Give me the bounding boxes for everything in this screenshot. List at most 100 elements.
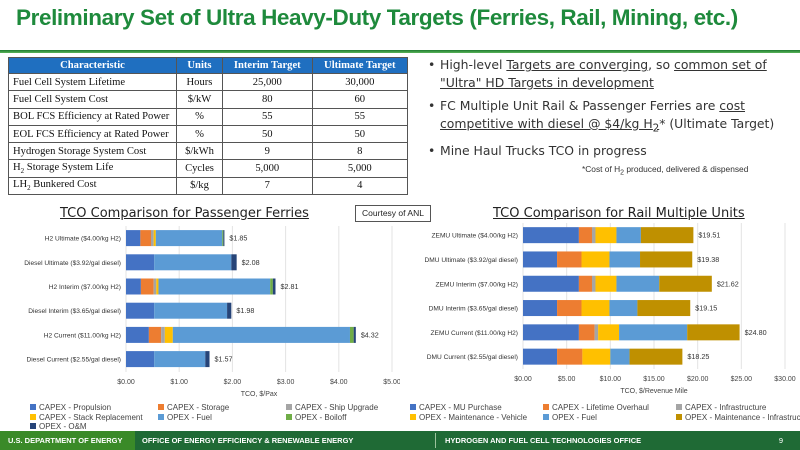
total-data-label: $18.25 — [687, 352, 709, 361]
category-label: DMU Current ($2.55/gal diesel) — [427, 354, 518, 361]
ferry-chart-title: TCO Comparison for Passenger Ferries — [60, 206, 309, 221]
bar-segment — [156, 278, 159, 295]
bar-segment — [227, 302, 232, 319]
bar-segment — [609, 300, 638, 317]
cell-units: % — [176, 107, 223, 126]
x-tick-label: $0.00 — [117, 379, 135, 386]
footer-separator — [435, 433, 436, 448]
legend-label: CAPEX - Lifetime Overhaul — [552, 403, 649, 412]
bar-segment — [640, 227, 694, 244]
subscript: 2 — [27, 184, 31, 193]
cell-characteristic: BOL FCS Efficiency at Rated Power — [8, 107, 177, 126]
bar-segment — [270, 278, 273, 295]
footer-eere-section: OFFICE OF ENERGY EFFICIENCY & RENEWABLE … — [135, 431, 800, 450]
ferry-chart-legend: CAPEX - Propulsion CAPEX - Storage CAPEX -… — [30, 403, 410, 431]
cell-units: Cycles — [176, 159, 223, 178]
legend-label: CAPEX - Infrastructure — [685, 403, 767, 412]
cell-ultimate-target: 4 — [311, 176, 409, 196]
cell-characteristic: LH2 Bunkered Cost — [8, 176, 177, 196]
legend-swatch-icon — [286, 413, 292, 420]
bar-segment — [154, 254, 232, 271]
bar-segment — [349, 326, 354, 343]
x-tick-label: $10.00 — [600, 376, 622, 383]
legend-item: CAPEX - Ship Upgrade — [286, 403, 378, 412]
x-tick-label: $3.00 — [277, 379, 295, 386]
header-units: Units — [176, 57, 223, 74]
cell-units: Hours — [176, 72, 223, 92]
cell-interim-target: 5,000 — [221, 159, 313, 178]
bullet-list: • High-level Targets are converging, so … — [428, 56, 800, 165]
cell-characteristic: H2 Storage System Life — [8, 159, 177, 178]
bar-segment — [222, 230, 224, 247]
characteristic-text: EOL FCS Efficiency at Rated Power — [13, 128, 169, 140]
bar-segment — [272, 278, 276, 295]
legend-label: CAPEX - Storage — [167, 403, 230, 412]
bullet-dot: • — [428, 98, 436, 113]
legend-label: CAPEX - Stack Replacement — [39, 412, 143, 422]
bar-segment — [523, 300, 558, 317]
cell-interim-target: 9 — [221, 142, 313, 161]
characteristic-text-rest: Storage System Life — [24, 162, 114, 174]
bar-segment — [637, 300, 691, 317]
bar-segment — [591, 227, 596, 244]
bar-segment — [659, 275, 712, 292]
characteristic-text: H — [13, 162, 21, 174]
header-interim-target: Interim Target — [221, 57, 313, 74]
bar-segment — [205, 351, 210, 368]
bar-segment — [353, 326, 356, 343]
legend-swatch-icon — [676, 413, 682, 420]
total-data-label: $1.98 — [236, 306, 254, 315]
total-data-label: $19.38 — [697, 255, 719, 264]
ferry-tco-chart: $0.00 $1.00 $2.00 $3.00 $4.00 $5.00 TCO, $/Pax… — [24, 226, 400, 398]
legend-item: CAPEX - Infrastructure — [676, 403, 766, 412]
bullet-text: Mine Haul Trucks TCO in progress — [440, 143, 647, 159]
bar-segment — [151, 230, 154, 247]
cell-ultimate-target: 8 — [311, 142, 409, 161]
legend-swatch-icon — [30, 413, 36, 420]
bar-segment — [578, 275, 592, 292]
bar-segment — [231, 254, 237, 271]
legend-item: CAPEX - Storage — [158, 403, 229, 412]
bar-segment — [155, 230, 223, 247]
bullet-underlined-text-main: cost competitive with diesel @ $4/kg H — [440, 98, 746, 131]
targets-table-body: Fuel Cell System Lifetime Hours 25,000 30,0… — [8, 72, 409, 196]
footnote: *Cost of H2 produced, delivered & dispen… — [582, 164, 748, 177]
bullet-dot: • — [428, 143, 436, 159]
bar-segment — [154, 351, 206, 368]
bar-segment — [616, 275, 660, 292]
category-label: ZEMU Ultimate ($4.00/kg H2) — [432, 233, 518, 240]
bullet-underlined-text: cost competitive with diesel @ $4/kg H2 — [440, 98, 746, 134]
bullet-cost-competitive: • FC Multiple Unit Rail & Passenger Ferr… — [428, 97, 800, 137]
bar-segment — [523, 348, 558, 365]
cell-units: $/kg — [176, 176, 223, 196]
legend-item: OPEX - Maintenance - Infrastructure — [676, 413, 800, 422]
cell-units: $/kW — [176, 90, 223, 109]
legend-item: CAPEX - Stack Replacement — [30, 413, 143, 422]
targets-table-row: LH2 Bunkered Cost $/kg 7 4 — [8, 176, 409, 196]
header-characteristic: Characteristic — [8, 57, 177, 74]
targets-table-row: Hydrogen Storage System Cost $/kWh 9 8 — [8, 142, 409, 161]
bar-segment — [523, 251, 558, 268]
rail-chart-legend: CAPEX - MU Purchase CAPEX - Lifetime Over… — [410, 403, 800, 431]
bar-segment — [126, 351, 155, 368]
footer-eere: OFFICE OF ENERGY EFFICIENCY & RENEWABLE … — [142, 436, 354, 445]
targets-table-row: BOL FCS Efficiency at Rated Power% 55 55 — [8, 107, 409, 126]
x-axis-label: TCO, $/Revenue Mile — [620, 388, 687, 395]
legend-item: CAPEX - Lifetime Overhaul — [543, 403, 649, 412]
bar-segment — [158, 278, 271, 295]
targets-table: Characteristic Units Interim Target Ulti… — [8, 57, 409, 196]
bar-segment — [595, 227, 617, 244]
category-label: H2 Interim ($7.00/kg H2) — [49, 284, 121, 291]
total-data-label: $1.85 — [229, 234, 247, 243]
category-label: Diesel Ultimate ($3.92/gal diesel) — [24, 260, 121, 267]
cell-ultimate-target: 60 — [311, 90, 409, 109]
cell-interim-target: 50 — [221, 124, 313, 144]
total-data-label: $19.51 — [698, 231, 720, 240]
x-tick-label: $30.00 — [774, 376, 796, 383]
bar-segment — [687, 324, 740, 341]
legend-swatch-icon — [158, 404, 164, 410]
bar-segment — [126, 230, 141, 247]
bullet-text: FC Multiple Unit Rail & Passenger Ferrie… — [440, 98, 720, 113]
rail-chart-title: TCO Comparison for Rail Multiple Units — [493, 206, 745, 221]
cell-characteristic: EOL FCS Efficiency at Rated Power — [8, 124, 177, 144]
